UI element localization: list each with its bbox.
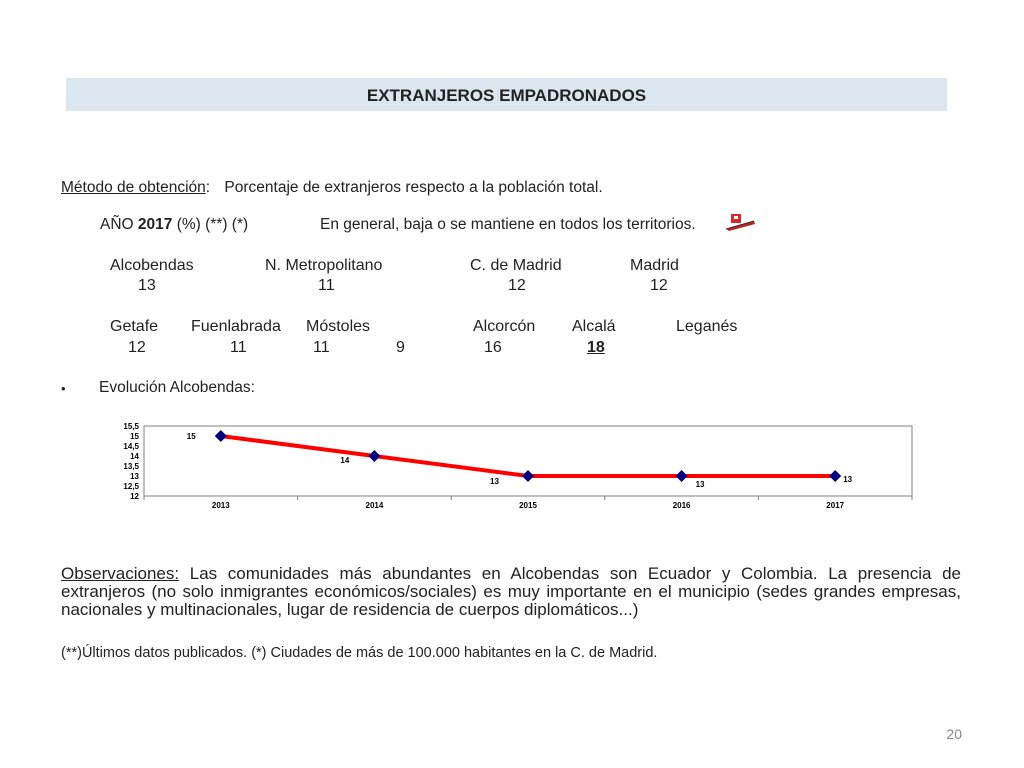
x-tick-label: 2015 xyxy=(519,501,537,510)
year-value: 2017 xyxy=(137,216,173,233)
row1-value: 12 xyxy=(650,277,668,294)
y-tick-label: 12 xyxy=(130,492,139,501)
row2-value: 11 xyxy=(313,339,330,356)
year-prefix: AÑO xyxy=(100,216,138,233)
row1-name: Alcobendas xyxy=(110,257,194,274)
method-separator: : xyxy=(205,179,211,196)
x-tick-label: 2014 xyxy=(366,501,384,510)
page-title: EXTRANJEROS EMPADRONADOS xyxy=(366,86,647,105)
row1-name: C. de Madrid xyxy=(470,257,562,274)
year-line: AÑO 2017 (%) (**) (*) xyxy=(100,216,248,234)
data-label: 14 xyxy=(340,456,349,465)
row1-value: 12 xyxy=(508,277,526,294)
row1-name: Madrid xyxy=(630,257,679,274)
data-point xyxy=(368,450,381,462)
observations-label: Observaciones: xyxy=(61,564,180,583)
bullet-text: Evolución Alcobendas: xyxy=(99,379,255,396)
row1-value: 11 xyxy=(318,277,335,294)
row2-value: 11 xyxy=(230,339,247,356)
row2-name: Alcorcón xyxy=(473,318,536,335)
y-tick-label: 15 xyxy=(130,432,139,441)
row2-value-highlight: 18 xyxy=(587,339,605,356)
footnote: (**)Últimos datos publicados. (*) Ciudad… xyxy=(61,645,658,661)
data-point xyxy=(214,430,227,442)
row2-name: Móstoles xyxy=(306,318,371,335)
data-label: 13 xyxy=(490,477,499,486)
y-tick-label: 12,5 xyxy=(123,482,139,491)
data-point xyxy=(829,470,842,482)
bullet-marker: • xyxy=(61,381,66,396)
row2-value: 16 xyxy=(484,339,502,356)
mouse-pointer-icon xyxy=(725,214,755,231)
method-text: Porcentaje de extranjeros respecto a la … xyxy=(224,179,603,196)
method-line: Método de obtención: Porcentaje de extra… xyxy=(61,179,603,197)
row2-value: 12 xyxy=(128,339,146,356)
x-tick-label: 2013 xyxy=(212,501,230,510)
row2-value: 9 xyxy=(396,339,405,356)
y-tick-label: 15,5 xyxy=(123,422,139,431)
year-comment: En general, baja o se mantiene en todos … xyxy=(320,216,696,233)
data-label: 13 xyxy=(696,480,705,489)
plot-area xyxy=(143,425,913,497)
title-bar: EXTRANJEROS EMPADRONADOS xyxy=(66,78,947,111)
y-tick-label: 14 xyxy=(130,452,139,461)
observations-text: Las comunidades más abundantes en Alcobe… xyxy=(61,564,961,619)
method-label: Método de obtención xyxy=(61,179,206,196)
data-point xyxy=(675,470,688,482)
row2-name: Leganés xyxy=(676,318,738,335)
row1-name: N. Metropolitano xyxy=(265,257,383,274)
row2-name: Fuenlabrada xyxy=(191,318,281,335)
observations: Observaciones: Las comunidades más abund… xyxy=(61,565,961,619)
x-tick-label: 2017 xyxy=(826,501,844,510)
year-suffix: (%) (**) (*) xyxy=(172,216,249,233)
y-tick-label: 14,5 xyxy=(123,442,139,451)
y-tick-label: 13,5 xyxy=(123,462,139,471)
data-label: 13 xyxy=(843,475,852,484)
row2-name: Alcalá xyxy=(572,318,616,335)
y-tick-label: 13 xyxy=(130,472,139,481)
data-label: 15 xyxy=(187,432,196,441)
data-point xyxy=(522,470,534,482)
row1-value: 13 xyxy=(138,277,156,294)
page-number: 20 xyxy=(946,726,962,742)
row2-name: Getafe xyxy=(110,318,159,335)
x-tick-label: 2016 xyxy=(673,501,691,510)
